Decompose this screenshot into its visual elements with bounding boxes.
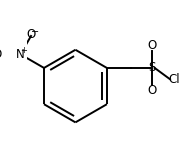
Text: O: O — [148, 39, 157, 52]
Text: −: − — [31, 27, 39, 37]
Text: O: O — [148, 84, 157, 97]
Text: Cl: Cl — [169, 73, 180, 86]
Text: N: N — [16, 48, 25, 61]
Text: +: + — [20, 47, 27, 55]
Text: S: S — [149, 61, 156, 74]
Text: O: O — [0, 48, 1, 61]
Text: O: O — [26, 28, 36, 41]
